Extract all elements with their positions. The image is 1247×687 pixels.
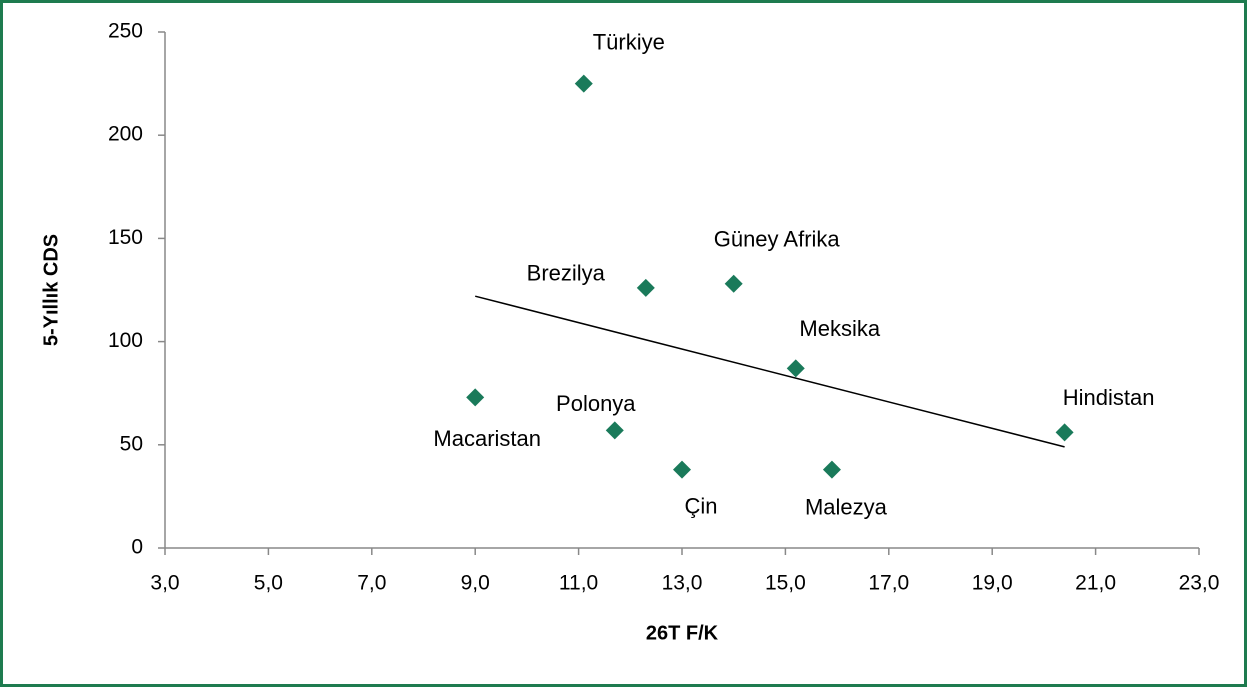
point [605, 421, 624, 440]
y-tick-label: 50 [120, 432, 143, 455]
y-tick-label: 100 [108, 329, 143, 352]
x-tick-label: 9,0 [461, 572, 490, 595]
point-label: Türkiye [593, 29, 665, 54]
point-label: Hindistan [1063, 385, 1155, 410]
point [574, 74, 593, 93]
x-tick-label: 3,0 [150, 572, 179, 595]
point [673, 460, 691, 479]
point-label: Polonya [556, 391, 636, 416]
y-axis-title: 5-Yıllık CDS [40, 234, 62, 346]
point-label: Güney Afrika [714, 227, 841, 252]
x-tick-label: 17,0 [868, 572, 909, 595]
x-tick-label: 7,0 [357, 572, 386, 595]
x-tick-label: 23,0 [1179, 572, 1220, 595]
point-label: Macaristan [433, 426, 541, 451]
point-label: Brezilya [527, 261, 606, 286]
point-label: Malezya [805, 494, 888, 519]
point [1055, 423, 1074, 442]
x-tick-label: 5,0 [254, 572, 283, 595]
y-tick-label: 200 [108, 123, 143, 146]
trend-line [475, 295, 1065, 448]
x-tick-label: 15,0 [765, 572, 806, 595]
point [636, 278, 655, 297]
point [724, 274, 743, 293]
x-tick-label: 19,0 [972, 572, 1013, 595]
y-tick-label: 0 [131, 536, 143, 559]
point-label: Meksika [799, 316, 880, 341]
point [466, 388, 485, 407]
x-axis-title: 26T F/K [646, 622, 719, 644]
point-label: Çin [684, 493, 717, 518]
x-tick-label: 13,0 [662, 572, 703, 595]
point [822, 460, 841, 479]
y-tick-label: 250 [108, 20, 143, 43]
point [786, 359, 805, 378]
x-tick-label: 11,0 [559, 572, 598, 595]
x-tick-label: 21,0 [1075, 572, 1116, 595]
y-tick-label: 150 [108, 226, 143, 249]
